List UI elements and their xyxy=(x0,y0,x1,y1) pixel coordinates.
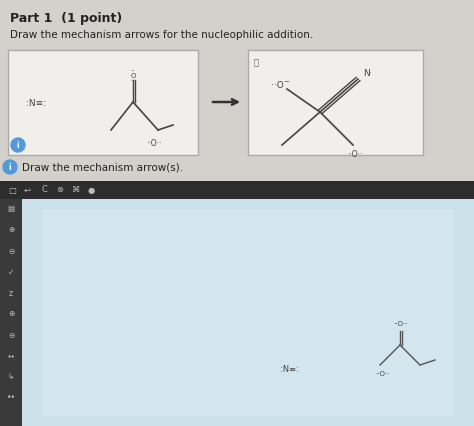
Circle shape xyxy=(11,138,25,152)
Text: ··
O
··: ·· O ·· xyxy=(130,68,136,84)
Text: −: − xyxy=(283,79,289,85)
Text: ▤: ▤ xyxy=(8,204,15,213)
Bar xyxy=(0,199,22,426)
Text: ⊕: ⊕ xyxy=(8,225,14,234)
Text: N: N xyxy=(363,69,370,78)
Circle shape xyxy=(3,160,17,174)
Text: ↔: ↔ xyxy=(8,351,14,360)
Text: ··O··: ··O·· xyxy=(375,371,389,377)
Text: i: i xyxy=(9,162,11,172)
Text: ⊖: ⊖ xyxy=(8,331,14,340)
Bar xyxy=(0,181,474,199)
Text: z: z xyxy=(9,288,13,297)
Text: C: C xyxy=(42,185,48,195)
Text: □: □ xyxy=(8,185,16,195)
Text: Draw the mechanism arrows for the nucleophilic addition.: Draw the mechanism arrows for the nucleo… xyxy=(10,30,313,40)
Bar xyxy=(248,50,423,155)
Text: ●: ● xyxy=(88,185,95,195)
Text: Part 1  (1 point): Part 1 (1 point) xyxy=(10,12,122,25)
Text: ⊗: ⊗ xyxy=(56,185,63,195)
Text: ⊖: ⊖ xyxy=(8,247,14,256)
Text: ··O··: ··O·· xyxy=(393,321,407,327)
Text: ⊕: ⊕ xyxy=(8,310,14,319)
Text: ↩: ↩ xyxy=(24,185,31,195)
Bar xyxy=(22,199,474,426)
Text: 🔒: 🔒 xyxy=(254,58,259,67)
Bar xyxy=(42,209,454,416)
Text: :N≡:: :N≡: xyxy=(280,366,299,374)
Text: i: i xyxy=(17,141,19,150)
Text: Draw the mechanism arrow(s).: Draw the mechanism arrow(s). xyxy=(22,162,183,172)
Bar xyxy=(8,50,198,155)
Text: ·: · xyxy=(368,70,370,76)
Text: ··O··: ··O·· xyxy=(146,139,162,148)
Text: ••: •• xyxy=(7,394,16,403)
Text: :N≡:: :N≡: xyxy=(26,100,46,109)
Text: ↳: ↳ xyxy=(8,372,14,382)
Text: ··O: ··O xyxy=(271,81,284,90)
Text: ··O··: ··O·· xyxy=(347,150,363,159)
Text: ✓: ✓ xyxy=(8,268,14,276)
Text: ⌘: ⌘ xyxy=(72,185,81,195)
